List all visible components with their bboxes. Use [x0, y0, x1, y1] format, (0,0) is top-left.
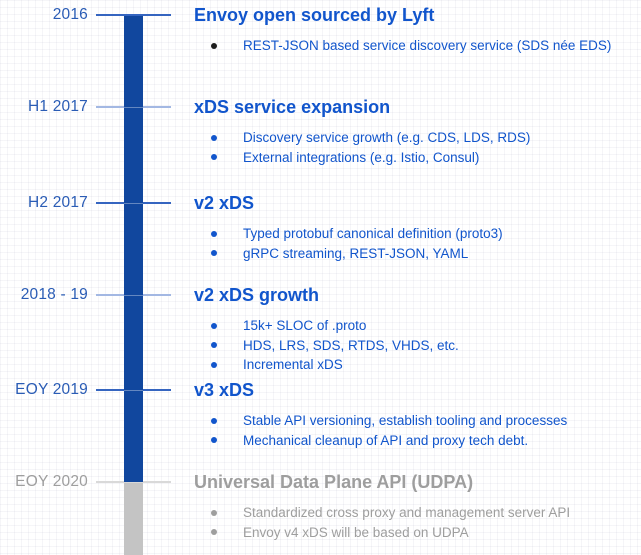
- milestone-title: v2 xDS growth: [194, 285, 320, 305]
- bullet-dot-icon: [211, 529, 217, 536]
- bullet-item: Envoy v4 xDS will be based on UDPA: [0, 523, 641, 543]
- bullet-text: gRPC streaming, REST-JSON, YAML: [243, 245, 469, 261]
- bullet-dot-icon: [211, 42, 217, 49]
- bullet-text: Discovery service growth (e.g. CDS, LDS,…: [243, 130, 531, 145]
- bullet-dot-icon: [211, 342, 217, 349]
- timeline-bar-gray-segment: [124, 482, 143, 555]
- timeline-bar-blue-segment: [124, 16, 143, 482]
- date-label: 2018 - 19: [20, 286, 88, 303]
- bullet-item: HDS, LRS, SDS, RTDS, VHDS, etc.: [0, 336, 641, 356]
- tick-bar-overlay: [124, 107, 143, 108]
- bullet-text: Standardized cross proxy and management …: [243, 505, 571, 520]
- bullet-item: Mechanical cleanup of API and proxy tech…: [0, 431, 641, 451]
- milestone-title: Envoy open sourced by Lyft: [194, 5, 435, 25]
- bullet-item: Incremental xDS: [0, 355, 641, 375]
- bullet-dot-icon: [211, 437, 217, 444]
- bullet-dot-icon: [211, 230, 217, 237]
- bullet-text: Incremental xDS: [243, 357, 343, 372]
- bullet-list: Stable API versioning, establish tooling…: [0, 411, 641, 450]
- bullet-list: Typed protobuf canonical definition (pro…: [0, 224, 641, 263]
- tick-bar-overlay: [124, 295, 143, 296]
- bullet-item: Typed protobuf canonical definition (pro…: [0, 224, 641, 244]
- tick-line: [96, 14, 171, 16]
- bullet-text: 15k+ SLOC of .proto: [243, 318, 367, 333]
- bullet-dot-icon: [211, 134, 217, 141]
- bullet-dot-icon: [211, 154, 217, 161]
- bullet-dot-icon: [211, 361, 217, 368]
- milestone-title: v2 xDS: [194, 193, 255, 213]
- bullet-item: Standardized cross proxy and management …: [0, 503, 641, 523]
- bullet-list: Discovery service growth (e.g. CDS, LDS,…: [0, 128, 641, 167]
- bullet-item: REST-JSON based service discovery servic…: [0, 36, 641, 56]
- date-label: H2 2017: [27, 194, 88, 211]
- tick-bar-overlay: [124, 203, 143, 204]
- date-label: EOY 2019: [15, 381, 88, 398]
- bullet-list: Standardized cross proxy and management …: [0, 503, 641, 542]
- date-label: EOY 2020: [15, 473, 88, 490]
- bullet-list: REST-JSON based service discovery servic…: [0, 36, 641, 56]
- bullet-item: Stable API versioning, establish tooling…: [0, 411, 641, 431]
- bullet-dot-icon: [211, 417, 217, 424]
- date-label: H1 2017: [27, 98, 88, 115]
- bullet-text: Envoy v4 xDS will be based on UDPA: [243, 524, 469, 540]
- date-label: 2016: [52, 6, 88, 23]
- bullet-dot-icon: [211, 250, 217, 257]
- bullet-dot-icon: [211, 509, 217, 516]
- bullet-item: External integrations (e.g. Istio, Consu…: [0, 148, 641, 168]
- bullet-text: External integrations (e.g. Istio, Consu…: [243, 149, 480, 165]
- milestone-title: xDS service expansion: [194, 97, 391, 117]
- bullet-text: Typed protobuf canonical definition (pro…: [243, 226, 503, 241]
- bullet-item: gRPC streaming, REST-JSON, YAML: [0, 244, 641, 264]
- milestone-title: Universal Data Plane API (UDPA): [194, 472, 474, 492]
- bullet-text: HDS, LRS, SDS, RTDS, VHDS, etc.: [243, 337, 459, 353]
- bullet-item: 15k+ SLOC of .proto: [0, 316, 641, 336]
- bullet-dot-icon: [211, 322, 217, 329]
- bullet-item: Discovery service growth (e.g. CDS, LDS,…: [0, 128, 641, 148]
- bullet-text: REST-JSON based service discovery servic…: [243, 38, 612, 53]
- bullet-text: Stable API versioning, establish tooling…: [243, 413, 568, 428]
- bullet-text: Mechanical cleanup of API and proxy tech…: [243, 432, 529, 448]
- bullet-list: 15k+ SLOC of .proto HDS, LRS, SDS, RTDS, …: [0, 316, 641, 375]
- milestone-title: v3 xDS: [194, 380, 255, 400]
- tick-bar-overlay: [124, 390, 143, 391]
- tick-bar-overlay: [124, 482, 143, 483]
